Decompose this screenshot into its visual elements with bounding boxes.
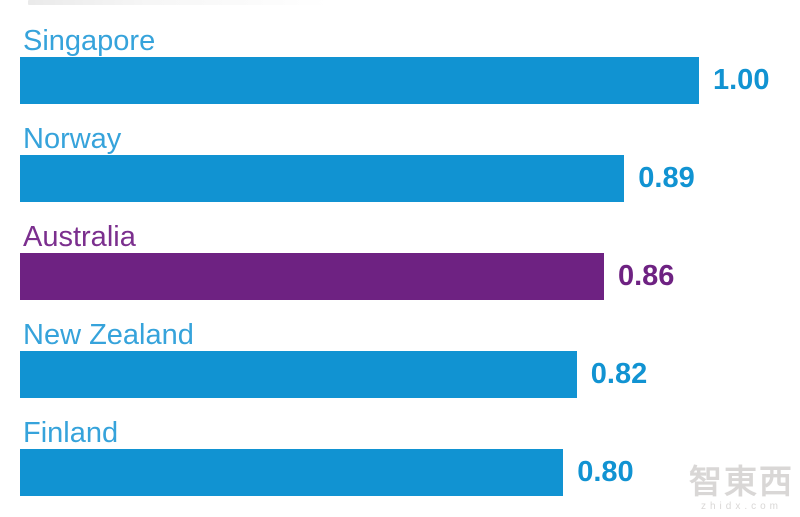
category-label-australia: Australia (23, 221, 136, 253)
bar-line: 1.00 (20, 57, 800, 104)
value-label-finland: 0.80 (577, 456, 634, 488)
category-label-norway: Norway (23, 123, 122, 155)
bar-finland (20, 449, 564, 496)
value-label-new-zealand: 0.82 (590, 358, 648, 390)
bar-australia-highlighted (20, 253, 604, 300)
bar-line: 0.86 (20, 253, 800, 300)
bar-chart: Singapore 1.00 Norway 0.89 Australia 0.8… (20, 26, 800, 496)
bar-new-zealand (20, 351, 577, 398)
value-label-singapore: 1.00 (713, 64, 770, 96)
bar-singapore (20, 57, 699, 104)
value-label-norway: 0.89 (638, 162, 695, 194)
bar-line: 0.89 (20, 155, 800, 202)
chart-row-norway: Norway 0.89 (20, 124, 800, 202)
chart-row-singapore: Singapore 1.00 (20, 26, 800, 104)
chart-row-finland: Finland 0.80 (20, 418, 800, 496)
bar-norway (20, 155, 625, 202)
bar-line: 0.82 (20, 351, 800, 398)
category-label-finland: Finland (23, 417, 119, 449)
chart-row-new-zealand: New Zealand 0.82 (20, 320, 800, 398)
chart-row-australia: Australia 0.86 (20, 222, 800, 300)
bar-line: 0.80 (20, 449, 800, 496)
cropped-top-edge-artifact (28, 0, 328, 5)
category-label-new-zealand: New Zealand (23, 319, 194, 351)
watermark-url-text: zhidx.com (700, 501, 782, 512)
value-label-australia: 0.86 (617, 260, 675, 292)
category-label-singapore: Singapore (23, 25, 156, 57)
